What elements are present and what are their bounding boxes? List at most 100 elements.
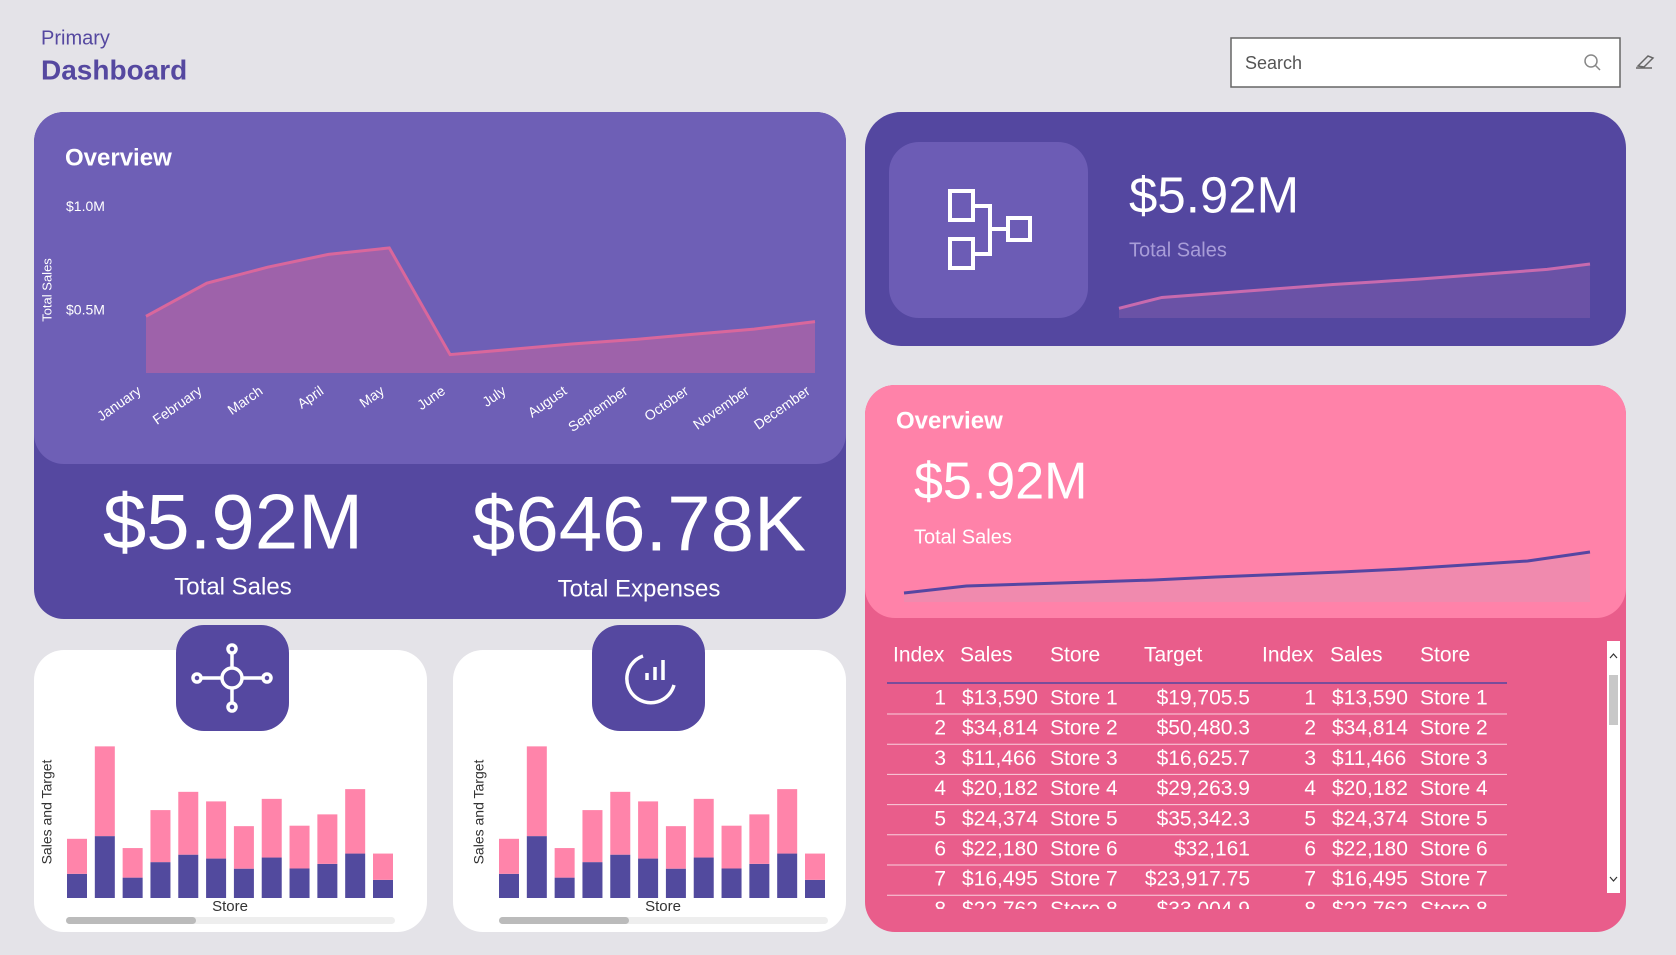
bar-segment xyxy=(610,791,631,855)
y-tick-label: $0.5M xyxy=(66,302,105,318)
table-cell: $29,263.9 xyxy=(1157,777,1250,800)
table-cell: $22,180 xyxy=(962,838,1038,861)
table-cell: $19,705.5 xyxy=(1157,687,1250,710)
chart-icon xyxy=(625,654,676,705)
scrollbar-thumb[interactable] xyxy=(499,917,629,924)
table-cell: 4 xyxy=(1304,777,1316,800)
bar-segment xyxy=(289,868,310,898)
table-cell: $22,762 xyxy=(1332,898,1408,921)
bar-segment xyxy=(373,879,393,898)
search-icon[interactable] xyxy=(1584,54,1598,68)
bar-segment xyxy=(233,826,254,869)
bar-segment xyxy=(317,814,338,864)
bar-segment xyxy=(345,789,366,854)
table-cell: 1 xyxy=(1304,687,1316,710)
y-axis-title: Total Sales xyxy=(39,258,54,322)
table-cell: $16,625.7 xyxy=(1157,747,1250,770)
bar-segment xyxy=(721,868,742,898)
search-icon-handle xyxy=(1594,64,1601,71)
bar-segment xyxy=(721,825,742,869)
x-axis-title: Store xyxy=(212,898,248,915)
bar-segment xyxy=(178,791,199,855)
table-cell: $33,004.9 xyxy=(1157,898,1250,921)
bar-segment xyxy=(582,810,603,863)
table-cell: 6 xyxy=(1304,838,1316,861)
table-cell: 3 xyxy=(1304,747,1316,770)
bar-segment xyxy=(122,848,143,878)
chart-title: Overview xyxy=(65,144,172,171)
table-cell: 7 xyxy=(934,868,946,891)
bar-segment xyxy=(554,848,575,878)
table-cell: Store 6 xyxy=(1050,838,1118,861)
bar-segment xyxy=(150,810,171,863)
line xyxy=(145,246,816,357)
table-cell: $13,590 xyxy=(1332,687,1408,710)
table-cell: $24,374 xyxy=(962,807,1038,830)
bar-segment xyxy=(638,858,659,898)
bar-segment xyxy=(261,798,282,858)
table-header: Index xyxy=(1262,644,1314,667)
kpi-label: Total Sales xyxy=(1129,239,1227,261)
card-title: Overview xyxy=(896,407,1003,434)
table-cell: Store 7 xyxy=(1050,868,1118,891)
table-cell: $20,182 xyxy=(1332,777,1408,800)
table-header: Store xyxy=(1420,644,1470,667)
header-title: Dashboard xyxy=(41,54,187,85)
pink-card-panel xyxy=(865,385,1626,618)
y-axis-title: Sales and Target xyxy=(471,759,487,864)
table-header: Sales xyxy=(960,644,1013,667)
table-cell: Store 2 xyxy=(1420,717,1488,740)
y-tick-label: $1.0M xyxy=(66,198,105,214)
eraser-icon[interactable] xyxy=(1636,55,1655,69)
table-cell: $34,814 xyxy=(962,717,1038,740)
table-cell: $16,495 xyxy=(962,868,1038,891)
kpi-value: $646.78K xyxy=(472,480,806,568)
table-cell: $22,762 xyxy=(962,898,1038,921)
table-cell: $20,182 xyxy=(962,777,1038,800)
bar-segment xyxy=(638,801,659,859)
scrollbar-thumb[interactable] xyxy=(1609,675,1618,725)
scrollbar-thumb[interactable] xyxy=(66,917,196,924)
table-cell: 6 xyxy=(934,838,946,861)
search-box[interactable]: Search xyxy=(1230,37,1621,88)
table-cell: Store 5 xyxy=(1420,807,1488,830)
bar-segment xyxy=(777,853,798,898)
table-cell: Store 7 xyxy=(1420,868,1488,891)
table-cell: 8 xyxy=(934,898,946,921)
table-cell: Store 3 xyxy=(1050,747,1118,770)
kpi-value: $5.92M xyxy=(914,453,1087,511)
table-cell: $16,495 xyxy=(1332,868,1408,891)
table-cell: Store 5 xyxy=(1050,807,1118,830)
table-body: 1 $13,590 Store 1 $19,705.5 1 $13,590 Store 1 2… xyxy=(887,687,1507,921)
table-cell: $35,342.3 xyxy=(1157,807,1250,830)
bar-segment xyxy=(693,857,714,898)
table-cell: 5 xyxy=(934,807,946,830)
table-cell: $24,374 xyxy=(1332,807,1408,830)
line xyxy=(1118,262,1591,310)
table-cell: $23,917.75 xyxy=(1145,868,1250,891)
kpi-label: Total Sales xyxy=(174,573,291,600)
table-cell: 4 xyxy=(934,777,946,800)
scroll-arrows[interactable] xyxy=(1609,653,1618,882)
table-cell: Store 3 xyxy=(1420,747,1488,770)
search-input[interactable] xyxy=(1230,37,1621,88)
table-cell: Store 8 xyxy=(1050,898,1118,921)
table-cell: Store 4 xyxy=(1420,777,1488,800)
table-cell: 1 xyxy=(934,687,946,710)
area-fill xyxy=(146,247,815,373)
bar-segment xyxy=(749,863,770,898)
table-cell: $34,814 xyxy=(1332,717,1408,740)
network-icon xyxy=(191,643,273,713)
table-cell: $22,180 xyxy=(1332,838,1408,861)
table-cell: $11,466 xyxy=(1332,747,1406,770)
bar-segment xyxy=(499,873,519,898)
bar-segment xyxy=(67,838,87,874)
icon-badge xyxy=(176,625,289,731)
table-header: Target xyxy=(1144,644,1203,667)
bar-card xyxy=(453,650,846,932)
table-cell: $11,466 xyxy=(962,747,1036,770)
kpi-label: Total Expenses xyxy=(558,575,721,602)
bar-segment xyxy=(206,801,227,859)
